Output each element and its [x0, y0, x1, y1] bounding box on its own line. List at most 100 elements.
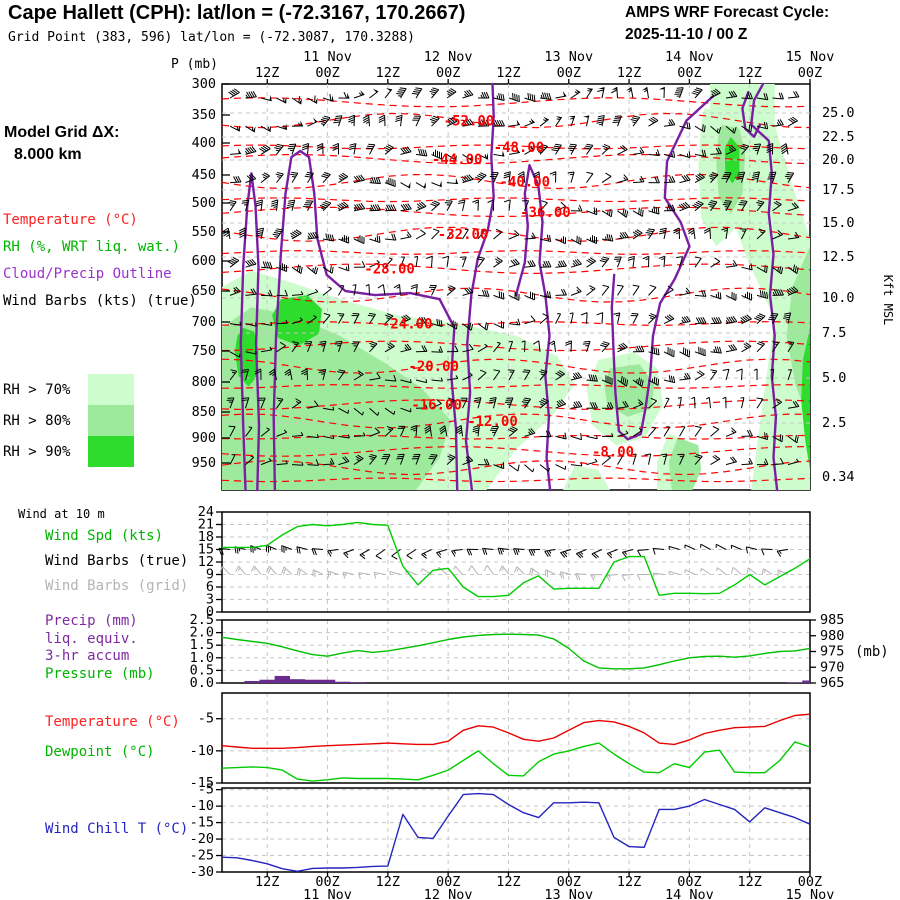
svg-text:350: 350: [192, 107, 216, 123]
svg-text:12Z: 12Z: [496, 65, 520, 81]
rh-legend-label-1: RH > 80%: [3, 413, 71, 429]
svg-text:-40.00: -40.00: [500, 174, 551, 190]
temp-panel-label-1: Dewpoint (°C): [45, 744, 155, 760]
svg-text:17.5: 17.5: [822, 182, 855, 198]
svg-text:-52.00: -52.00: [444, 114, 495, 130]
svg-text:-32.00: -32.00: [438, 227, 489, 243]
svg-text:2.0: 2.0: [190, 625, 214, 641]
svg-text:12Z: 12Z: [255, 874, 279, 890]
svg-text:600: 600: [192, 253, 216, 269]
svg-text:14 Nov: 14 Nov: [665, 887, 714, 900]
svg-text:13 Nov: 13 Nov: [544, 887, 593, 900]
svg-text:15 Nov: 15 Nov: [786, 49, 835, 65]
svg-text:-10: -10: [190, 798, 214, 814]
svg-text:450: 450: [192, 167, 216, 183]
svg-text:500: 500: [192, 195, 216, 211]
svg-text:11 Nov: 11 Nov: [303, 887, 352, 900]
svg-text:0: 0: [206, 604, 214, 620]
model-grid-info: Model Grid ΔX: 8.000 km: [4, 122, 120, 165]
svg-text:12Z: 12Z: [617, 874, 641, 890]
svg-text:-15: -15: [190, 815, 214, 831]
rh-region-70-5: [563, 465, 611, 490]
svg-text:550: 550: [192, 224, 216, 240]
svg-text:0.34: 0.34: [822, 469, 855, 485]
precip-bar: [274, 675, 291, 683]
precip-bar: [289, 679, 306, 683]
svg-text:-10: -10: [190, 743, 214, 759]
svg-text:12 Nov: 12 Nov: [424, 49, 473, 65]
forecast-cycle-value: 2025-11-10 / 00 Z: [625, 26, 748, 44]
svg-text:400: 400: [192, 135, 216, 151]
svg-text:12Z: 12Z: [737, 65, 761, 81]
rh-region-90-14: [801, 327, 810, 470]
svg-text:-48.00: -48.00: [494, 140, 545, 156]
model-grid-label: Model Grid ΔX:: [4, 124, 120, 141]
svg-text:13 Nov: 13 Nov: [544, 49, 593, 65]
svg-text:00Z: 00Z: [557, 874, 581, 890]
precip-bar: [319, 679, 336, 683]
svg-text:00Z: 00Z: [436, 65, 460, 81]
height-axis: 25.0 22.5 20.0 17.5 15.0 12.5 10.0 7.5 5.0 2.5 0.3…: [822, 105, 895, 485]
svg-text:00Z: 00Z: [798, 874, 822, 890]
svg-text:12Z: 12Z: [376, 874, 400, 890]
svg-text:12Z: 12Z: [737, 874, 761, 890]
svg-text:1.0: 1.0: [190, 650, 214, 666]
legend-line-2: Cloud/Precip Outline: [3, 266, 172, 282]
wind-panel-label-2: Wind Barbs (grid): [45, 578, 189, 594]
chill-panel-label-0: Wind Chill T (°C): [45, 821, 189, 837]
rh-legend-swatch-2: [88, 436, 134, 467]
svg-text:25.0: 25.0: [822, 105, 855, 121]
temperature-contour-labels: -52.00 -48.00 -44.00 -40.00 -36.00 -32.00 -28.…: [364, 114, 634, 461]
svg-text:-36.00: -36.00: [520, 205, 571, 221]
svg-text:00Z: 00Z: [798, 65, 822, 81]
svg-text:Kft MSL: Kft MSL: [881, 275, 895, 326]
svg-text:12: 12: [198, 554, 214, 570]
svg-text:300: 300: [192, 76, 216, 92]
svg-text:20.0: 20.0: [822, 152, 855, 168]
svg-text:-44.00: -44.00: [432, 152, 483, 168]
rh-region-90-13: [724, 136, 740, 184]
svg-text:9: 9: [206, 567, 214, 583]
svg-text:12 Nov: 12 Nov: [424, 887, 473, 900]
svg-text:-24.00: -24.00: [382, 317, 433, 333]
precip-bar: [802, 680, 810, 683]
precip-bar: [259, 679, 275, 683]
svg-text:00Z: 00Z: [677, 874, 701, 890]
svg-text:0.5: 0.5: [190, 662, 214, 678]
precip-bar: [304, 679, 321, 683]
svg-text:700: 700: [192, 314, 216, 330]
legend-line-3: Wind Barbs (kts) (true): [3, 293, 197, 309]
svg-text:00Z: 00Z: [315, 65, 339, 81]
svg-text:15 Nov: 15 Nov: [786, 887, 835, 900]
svg-text:650: 650: [192, 283, 216, 299]
precip-panel-label-1: liq. equiv.: [45, 630, 138, 647]
cloud-outline-4: [610, 94, 715, 441]
svg-text:-5: -5: [198, 711, 214, 727]
precip-panel-label-2: 3-hr accum: [45, 648, 130, 664]
rh-legend-swatch-1: [88, 405, 134, 436]
svg-text:-5: -5: [198, 782, 214, 798]
svg-text:-25: -25: [190, 848, 214, 864]
cloud-outline-3: [514, 163, 552, 492]
wind-chill-panel: -5-10-15-20-25-30: [190, 782, 811, 880]
svg-text:6: 6: [206, 579, 214, 595]
wind-panel-label-0: Wind Spd (kts): [45, 528, 164, 544]
svg-text:-16.00: -16.00: [411, 398, 462, 414]
forecast-cycle-label: AMPS WRF Forecast Cycle:: [625, 4, 830, 21]
svg-text:00Z: 00Z: [436, 874, 460, 890]
main-wind-barbs: [222, 86, 800, 473]
model-grid-value: 8.000 km: [14, 145, 82, 163]
svg-text:900: 900: [192, 430, 216, 446]
svg-text:3: 3: [206, 592, 214, 608]
svg-text:2.5: 2.5: [190, 612, 214, 628]
legend-line-0: Temperature (°C): [3, 212, 138, 228]
wind-panel-label-1: Wind Barbs (true): [45, 553, 189, 569]
svg-text:22.5: 22.5: [822, 129, 855, 145]
svg-text:850: 850: [192, 404, 216, 420]
legend-line-1: RH (%, WRT liq. wat.): [3, 239, 181, 255]
temp-dewpoint-panel: -5 -10 -15: [190, 692, 811, 791]
